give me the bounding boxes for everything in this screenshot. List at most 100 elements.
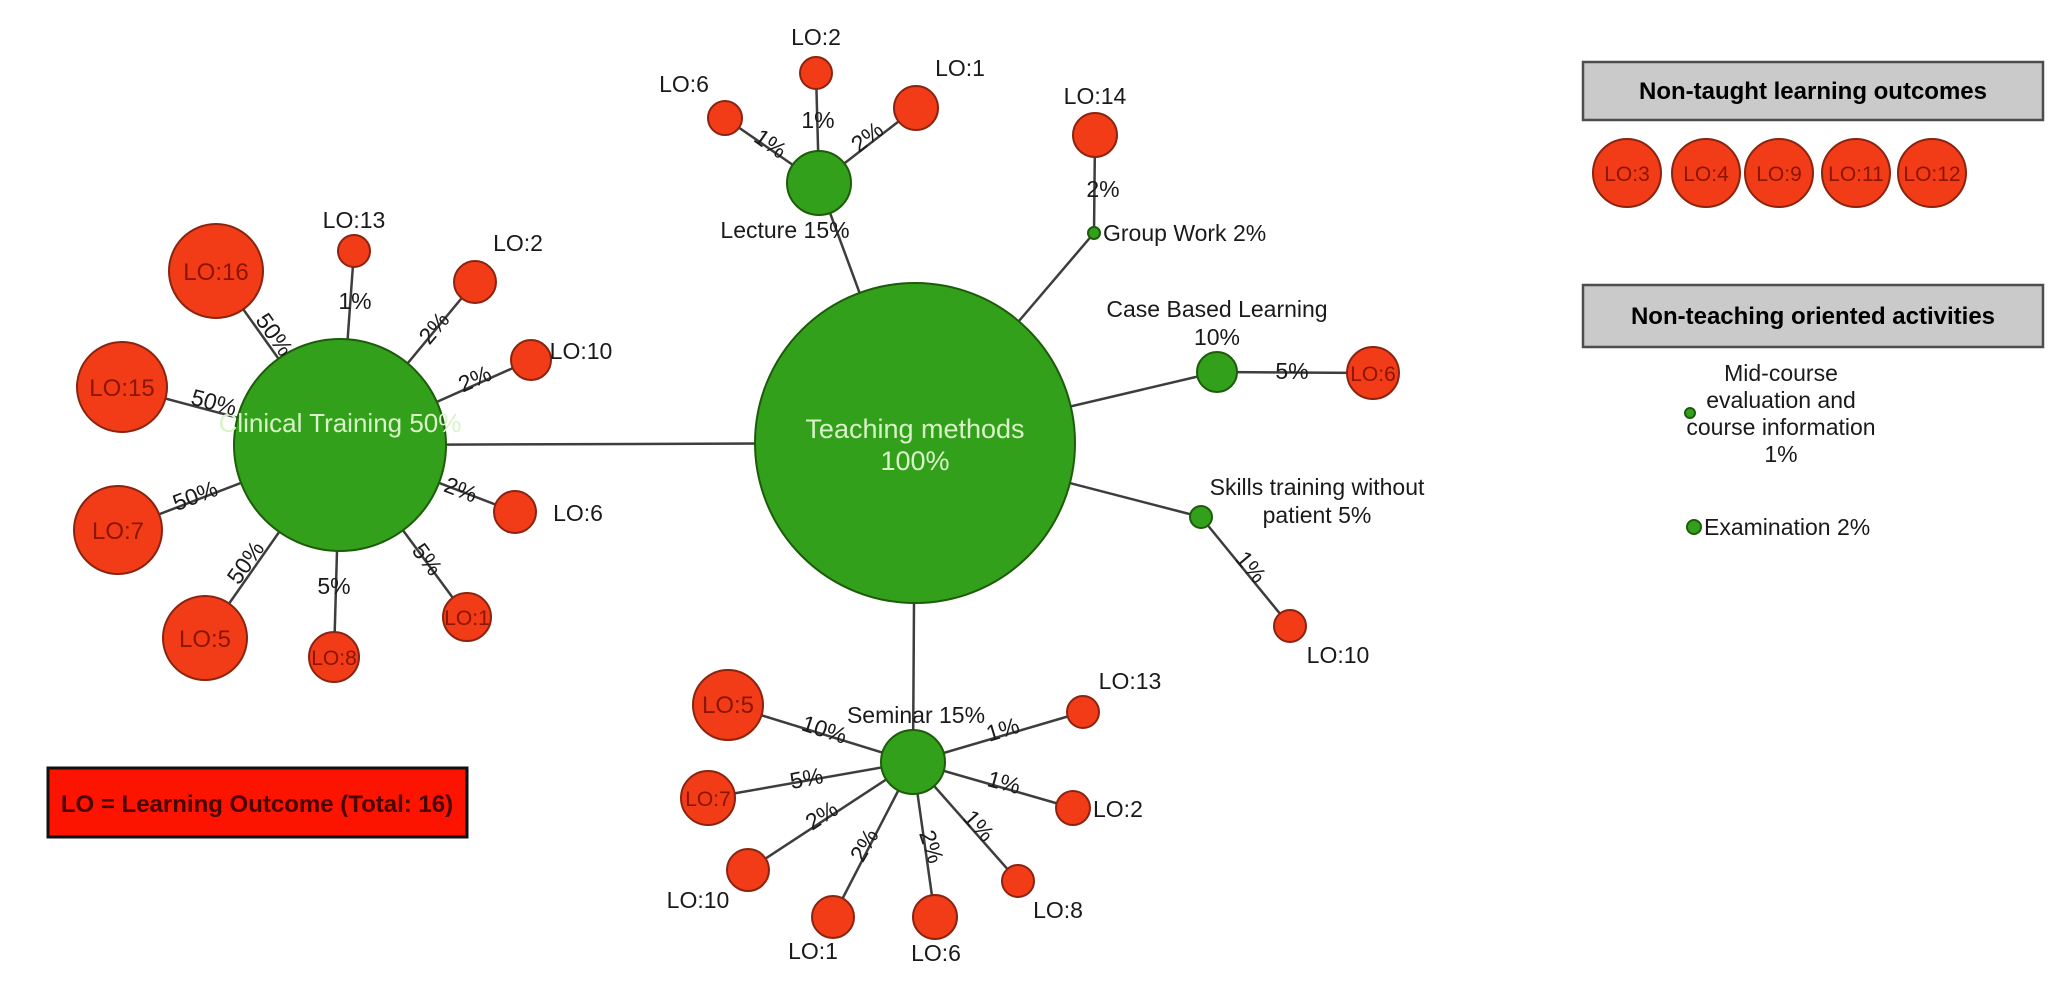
seminar-lo2-label: LO:2: [1093, 796, 1143, 822]
skills-lo10-pct: 1%: [1230, 546, 1271, 588]
non-taught-panel: Non-taught learning outcomes LO:3 LO:4 L…: [1581, 60, 2045, 208]
clinical-lo6-pct: 2%: [441, 471, 481, 507]
node-nontaught-lo11: [1821, 138, 1891, 208]
groupwork-label: Group Work 2%: [1103, 220, 1266, 246]
node-group-work: [1087, 226, 1101, 240]
node-nontaught-lo9: [1744, 138, 1814, 208]
node-seminar-lo5: [692, 669, 764, 741]
node-lecture: [786, 150, 852, 216]
non-teaching-header: Non-teaching oriented activities: [1631, 303, 1995, 330]
clinical-label: Clinical Training 50%: [219, 408, 462, 438]
nontaught-lo9-label: LO:9: [1756, 163, 1802, 186]
legend: LO = Learning Outcome (Total: 16): [46, 766, 469, 839]
nontaught-lo11-label: LO:11: [1828, 163, 1884, 186]
lecture-lo2-label: LO:2: [791, 24, 841, 50]
seminar-lo6-label: LO:6: [911, 940, 961, 966]
nontaught-lo12-label: LO:12: [1903, 163, 1960, 186]
clinical-lo10-label: LO:10: [550, 338, 613, 364]
node-skills-training: [1189, 505, 1213, 529]
seminar-lo5-label: LO:5: [702, 692, 754, 719]
node-casebased-lo6: [1346, 346, 1400, 400]
groupwork-lo14-label: LO:14: [1064, 83, 1127, 109]
midcourse-label-line1: Mid-course: [1724, 360, 1838, 386]
seminar-lo8-pct: 1%: [958, 805, 1000, 847]
clinical-lo1-label: LO:1: [444, 607, 490, 630]
node-groupwork-lo14: [1072, 112, 1118, 158]
clinical-lo5-label: LO:5: [179, 626, 231, 653]
seminar-label: Seminar 15%: [847, 702, 985, 728]
clinical-lo2-label: LO:2: [493, 230, 543, 256]
node-clinical-lo10: [510, 339, 552, 381]
skills-label-line2: patient 5%: [1263, 502, 1372, 528]
nontaught-lo4-label: LO:4: [1683, 163, 1729, 186]
clinical-lo15-label: LO:15: [89, 375, 154, 402]
clinical-lo15-pct: 50%: [188, 384, 239, 421]
lecture-lo2-pct: 1%: [801, 107, 834, 133]
legend-key-text: LO = Learning Outcome (Total: 16): [61, 791, 453, 818]
node-clinical-lo7: [73, 485, 163, 575]
node-nontaught-lo3: [1592, 138, 1662, 208]
lecture-lo1-label: LO:1: [935, 55, 985, 81]
node-lecture-lo2: [799, 56, 833, 90]
casebased-label: Case Based Learning: [1106, 296, 1327, 322]
examination-dot: [1686, 519, 1702, 535]
lecture-lo6-pct: 1%: [750, 123, 792, 163]
central-pct: 100%: [880, 446, 949, 476]
casebased-lo6-label: LO:6: [1350, 363, 1396, 386]
node-clinical-training: [233, 338, 447, 552]
node-case-based-learning: [1196, 351, 1238, 393]
seminar-lo13-label: LO:13: [1099, 668, 1162, 694]
non-taught-header: Non-taught learning outcomes: [1639, 78, 1987, 105]
clinical-lo5-pct: 50%: [222, 536, 270, 589]
outcome-nodes: [73, 56, 1400, 940]
clinical-lo13-label: LO:13: [323, 207, 386, 233]
skills-lo10-label: LO:10: [1307, 642, 1370, 668]
seminar-lo2-pct: 1%: [985, 765, 1024, 799]
seminar-lo13-pct: 1%: [983, 712, 1022, 747]
clinical-lo7-label: LO:7: [92, 518, 144, 545]
skills-label-line1: Skills training without: [1210, 474, 1425, 500]
node-clinical-lo1: [442, 592, 492, 642]
node-clinical-lo2: [453, 260, 497, 304]
node-seminar-lo10: [726, 848, 770, 892]
clinical-lo8-label: LO:8: [311, 647, 357, 670]
node-clinical-lo16: [168, 223, 264, 319]
node-nontaught-lo12: [1897, 138, 1967, 208]
node-seminar-lo13: [1066, 695, 1100, 729]
seminar-lo10-pct: 2%: [801, 795, 843, 835]
midcourse-label-line4: 1%: [1764, 441, 1797, 467]
node-skills-lo10: [1273, 609, 1307, 643]
central-title: Teaching methods: [805, 414, 1024, 444]
seminar-lo7-label: LO:7: [685, 788, 731, 811]
node-clinical-lo6: [493, 490, 537, 534]
casebased-lo6-pct: 5%: [1275, 358, 1308, 384]
node-teaching-methods: [754, 282, 1076, 604]
midcourse-dot: [1684, 407, 1696, 419]
seminar-lo7-pct: 5%: [788, 762, 826, 794]
legend-key-box: [46, 766, 469, 839]
node-seminar-lo7: [680, 770, 736, 826]
seminar-lo1-label: LO:1: [788, 938, 838, 964]
node-clinical-lo8: [308, 631, 360, 683]
node-clinical-lo15: [76, 341, 168, 433]
clinical-lo13-pct: 1%: [338, 288, 371, 314]
node-seminar: [880, 729, 946, 795]
node-lecture-lo6: [707, 100, 743, 136]
node-clinical-lo5: [162, 595, 248, 681]
node-lecture-lo1: [893, 85, 939, 131]
groupwork-lo14-pct: 2%: [1086, 176, 1119, 202]
node-seminar-lo8: [1001, 864, 1035, 898]
midcourse-label-line2: evaluation and: [1706, 387, 1856, 413]
edge-seminar-lo7: [707, 760, 914, 800]
non-teaching-panel: Non-teaching oriented activities Mid-cou…: [1581, 283, 2045, 540]
clinical-lo7-pct: 50%: [169, 475, 221, 516]
node-nontaught-lo4: [1671, 138, 1741, 208]
edge-skills-lo10: [1200, 516, 1291, 627]
seminar-lo10-label: LO:10: [667, 887, 730, 913]
node-seminar-lo2: [1055, 790, 1091, 826]
node-seminar-lo6: [912, 894, 958, 940]
non-taught-header-box: [1581, 60, 2045, 122]
clinical-lo8-pct: 5%: [317, 573, 350, 599]
